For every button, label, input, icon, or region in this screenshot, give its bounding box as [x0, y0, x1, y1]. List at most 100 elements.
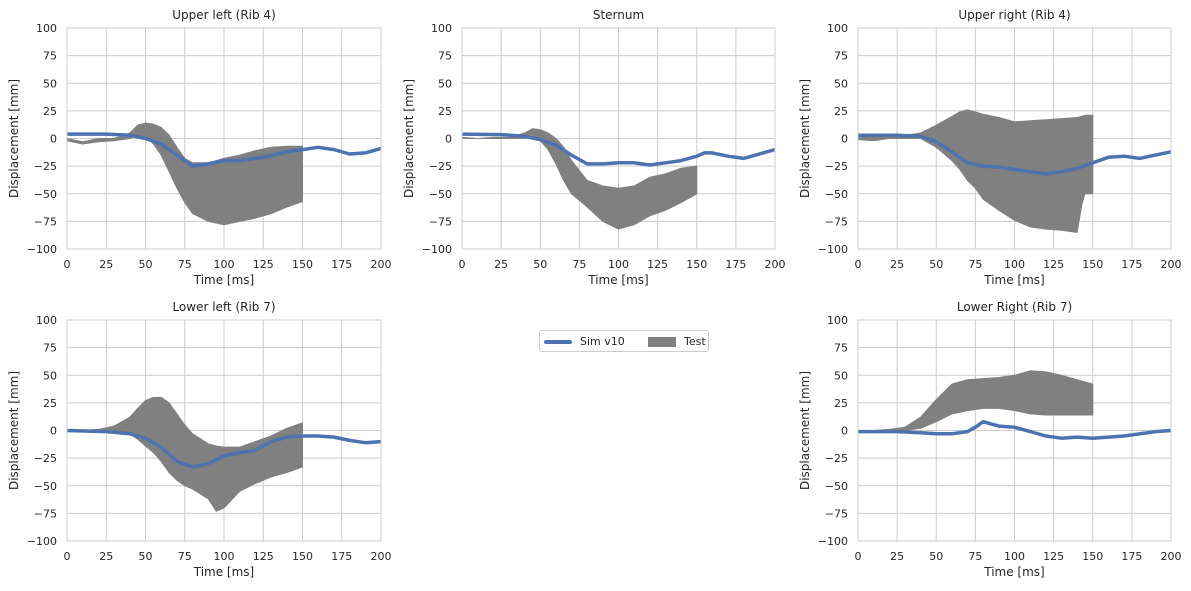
x-tick-label: 0	[459, 258, 466, 271]
test-band	[858, 370, 1094, 433]
y-tick-label: 50	[834, 77, 848, 90]
test-band	[67, 396, 303, 512]
x-tick-label: 50	[139, 550, 153, 563]
x-tick-label: 200	[1161, 258, 1182, 271]
chart-panel-2: 0 25 50 75 100 125 150 175 200 −100 −75 −50 −25 0 25 50…	[402, 8, 786, 287]
axes-frame	[857, 319, 1172, 542]
y-tick-label: 100	[827, 314, 848, 327]
x-tick-label: 175	[1121, 258, 1142, 271]
x-tick-label: 125	[647, 258, 668, 271]
y-tick-label: 25	[438, 105, 452, 118]
y-tick-label: 100	[827, 22, 848, 35]
y-tick-label: 0	[841, 425, 848, 438]
x-tick-label: 100	[1004, 550, 1025, 563]
y-tick-label: 0	[841, 133, 848, 146]
chart-panel-3: 0 25 50 75 100 125 150 175 200 −100 −75 −50 −25 0 25 50…	[798, 8, 1182, 287]
x-axis-label: Time [ms]	[193, 273, 255, 287]
y-tick-label: −50	[429, 188, 452, 201]
y-tick-label: −100	[818, 243, 848, 256]
x-tick-label: 175	[1121, 550, 1142, 563]
y-axis-label: Displacement [mm]	[402, 79, 416, 198]
y-tick-label: 75	[834, 50, 848, 63]
sim-line	[67, 428, 381, 469]
x-tick-label: 0	[64, 258, 71, 271]
y-tick-label: −50	[34, 188, 57, 201]
axes-frame	[66, 319, 382, 542]
y-tick-label: −25	[34, 452, 57, 465]
sim-line	[462, 132, 775, 167]
x-tick-label: 200	[1161, 550, 1182, 563]
y-tick-label: −100	[27, 243, 57, 256]
y-tick-label: 25	[43, 397, 57, 410]
y-tick-label: 50	[438, 77, 452, 90]
y-tick-label: −75	[825, 507, 848, 520]
x-tick-label: 50	[533, 258, 547, 271]
y-tick-label: −75	[34, 215, 57, 228]
x-tick-label: 75	[968, 258, 982, 271]
y-tick-label: −75	[34, 507, 57, 520]
x-axis-label: Time [ms]	[983, 565, 1045, 579]
y-tick-label: 25	[43, 105, 57, 118]
axes-frame	[857, 27, 1172, 250]
y-tick-label: 25	[834, 397, 848, 410]
chart-panel-5: 0 25 50 75 100 125 150 175 200 −100 −75 −50 −25 0 25 50…	[798, 300, 1182, 579]
x-tick-label: 100	[608, 258, 629, 271]
y-tick-label: 25	[834, 105, 848, 118]
chart-panel-1: 0 25 50 75 100 125 150 175 200 −100 −75 −50 −25 0 25 50…	[7, 8, 392, 287]
axes-frame	[461, 27, 776, 250]
x-tick-label: 125	[253, 258, 274, 271]
y-tick-label: 50	[43, 77, 57, 90]
y-tick-label: 0	[50, 133, 57, 146]
y-tick-label: 75	[438, 50, 452, 63]
x-tick-label: 25	[99, 258, 113, 271]
y-tick-label: −25	[825, 160, 848, 173]
y-tick-label: 0	[445, 133, 452, 146]
chart-panel-4: 0 25 50 75 100 125 150 175 200 −100 −75 −50 −25 0 25 50…	[7, 300, 392, 579]
y-tick-label: 100	[36, 22, 57, 35]
y-tick-label: 100	[431, 22, 452, 35]
sim-line	[858, 419, 1171, 440]
x-tick-label: 50	[929, 550, 943, 563]
x-tick-label: 75	[178, 550, 192, 563]
x-tick-label: 50	[139, 258, 153, 271]
legend-item-sim: Sim v10	[544, 335, 625, 348]
x-tick-label: 150	[1082, 258, 1103, 271]
x-axis-label: Time [ms]	[983, 273, 1045, 287]
y-tick-label: 75	[834, 342, 848, 355]
legend-test-patch-icon	[648, 336, 676, 347]
y-tick-label: −50	[34, 480, 57, 493]
y-tick-label: 50	[43, 369, 57, 382]
x-tick-label: 175	[331, 550, 352, 563]
y-tick-label: −50	[825, 188, 848, 201]
x-tick-label: 25	[890, 550, 904, 563]
y-axis-label: Displacement [mm]	[798, 79, 812, 198]
x-tick-label: 50	[929, 258, 943, 271]
chart-title: Sternum	[593, 8, 644, 22]
x-tick-label: 150	[686, 258, 707, 271]
sim-line	[67, 132, 381, 168]
chart-title: Lower left (Rib 7)	[172, 300, 275, 314]
y-tick-label: 75	[43, 342, 57, 355]
x-tick-label: 100	[214, 258, 235, 271]
y-tick-label: −25	[429, 160, 452, 173]
legend-sim-line-icon	[544, 339, 572, 344]
x-tick-label: 25	[494, 258, 508, 271]
y-tick-label: −75	[825, 215, 848, 228]
x-tick-label: 175	[331, 258, 352, 271]
x-axis-label: Time [ms]	[193, 565, 255, 579]
legend-item-test: Test	[648, 335, 706, 348]
sim-line	[858, 133, 1171, 176]
chart-title: Lower Right (Rib 7)	[957, 300, 1072, 314]
x-tick-label: 100	[214, 550, 235, 563]
axes-frame	[66, 27, 382, 250]
y-tick-label: −25	[34, 160, 57, 173]
legend-test-label: Test	[684, 335, 706, 348]
x-tick-label: 0	[855, 258, 862, 271]
x-tick-label: 125	[253, 550, 274, 563]
x-tick-label: 75	[572, 258, 586, 271]
y-tick-label: −100	[818, 535, 848, 548]
y-tick-label: 50	[834, 369, 848, 382]
y-tick-label: 100	[36, 314, 57, 327]
x-tick-label: 175	[725, 258, 746, 271]
